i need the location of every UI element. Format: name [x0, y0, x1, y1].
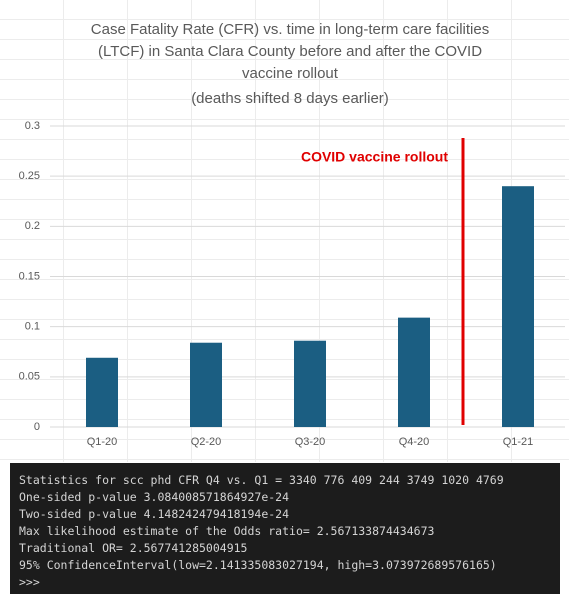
bar: [294, 340, 326, 427]
chart: Case Fatality Rate (CFR) vs. time in lon…: [19, 21, 565, 448]
terminal-line: Statistics for scc phd CFR Q4 vs. Q1 = 3…: [19, 473, 504, 487]
x-tick-label: Q4-20: [399, 436, 430, 448]
x-tick-label: Q1-20: [87, 436, 118, 448]
y-tick-label: 0.2: [25, 220, 40, 232]
x-tick-label: Q1-21: [503, 436, 534, 448]
annotation: COVID vaccine rollout: [301, 149, 448, 165]
y-tick-label: 0: [34, 421, 40, 433]
x-tick-label: Q3-20: [295, 436, 326, 448]
terminal-line: One-sided p-value 3.084008571864927e-24: [19, 490, 290, 504]
x-tick-label: Q2-20: [191, 436, 222, 448]
terminal-line: 95% ConfidenceInterval(low=2.14133508302…: [19, 558, 497, 572]
chart-title: vaccine rollout: [242, 65, 339, 82]
chart-title: (LTCF) in Santa Clara County before and …: [98, 43, 482, 60]
terminal-line: Two-sided p-value 4.148242479418194e-24: [19, 507, 290, 521]
y-tick-label: 0.3: [25, 120, 40, 132]
chart-title: (deaths shifted 8 days earlier): [191, 90, 389, 107]
bar: [190, 342, 222, 427]
bar: [86, 357, 118, 427]
terminal-line: >>>: [19, 575, 40, 589]
y-tick-label: 0.25: [19, 170, 40, 182]
terminal-line: Max likelihood estimate of the Odds rati…: [19, 524, 435, 538]
y-tick-label: 0.1: [25, 321, 40, 333]
terminal-line: Traditional OR= 2.567741285004915: [19, 541, 248, 555]
y-tick-label: 0.15: [19, 270, 40, 282]
bar: [502, 186, 534, 427]
y-tick-label: 0.05: [19, 371, 40, 383]
chart-area: Case Fatality Rate (CFR) vs. time in lon…: [0, 0, 569, 462]
terminal: Statistics for scc phd CFR Q4 vs. Q1 = 3…: [10, 463, 560, 594]
chart-title: Case Fatality Rate (CFR) vs. time in lon…: [91, 21, 489, 38]
bar: [398, 317, 430, 427]
